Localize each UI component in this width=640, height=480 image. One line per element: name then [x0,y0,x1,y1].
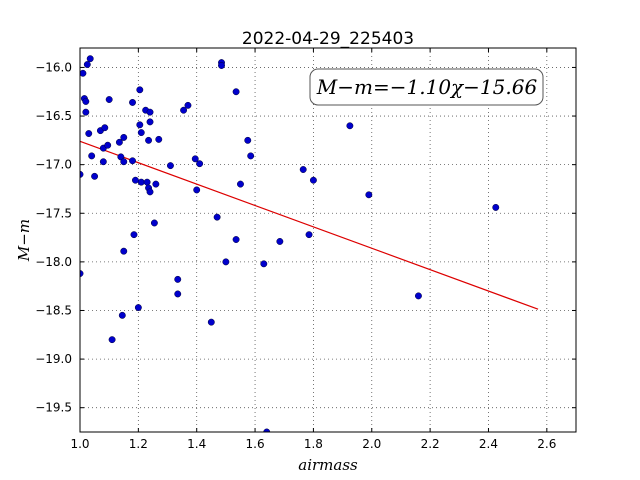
data-point [85,130,93,137]
data-point [82,98,90,105]
x-tick-label: 1.6 [246,437,265,451]
y-tick-label: −16.0 [35,60,72,74]
data-point [346,122,354,130]
data-point [82,108,90,116]
data-point [232,236,240,243]
fit-line [79,140,539,310]
x-tick-label: 2.6 [537,437,556,451]
fit-equation-frame [309,68,544,106]
axis-ticks [79,48,576,432]
y-tick-label: −17.0 [35,158,72,172]
y-tick-label: −19.0 [35,352,72,366]
data-point [166,162,174,170]
x-tick-label: 1.0 [70,437,89,451]
data-point [146,118,154,126]
data-point [237,180,244,188]
data-point [99,158,107,166]
data-point [365,191,373,199]
x-tick-label: 2.4 [479,437,498,451]
data-point [137,178,145,186]
data-point [101,124,109,132]
data-point [244,136,252,144]
y-tick-label: −18.5 [35,303,72,317]
data-point [193,186,201,194]
data-point [146,188,154,196]
data-point [174,290,182,298]
data-point [309,176,317,184]
grid [80,48,576,432]
data-point [120,158,128,166]
data-point [136,121,144,129]
data-point [146,108,154,116]
data-point [152,180,160,188]
x-axis-label: airmass [298,456,358,474]
data-point [83,61,91,68]
data-point [174,275,182,283]
data-point [196,160,204,168]
data-point [136,86,144,94]
data-point [131,176,139,184]
data-point [130,231,138,239]
data-point [137,129,145,137]
data-point [299,166,307,173]
chart-title: 2022-04-29_225403 [242,29,414,49]
data-point [145,136,153,144]
y-axis-label: M−m [15,219,33,262]
data-point [118,311,126,319]
x-tick-label: 1.4 [187,437,206,451]
data-point [218,62,225,69]
data-point [115,138,123,146]
data-point [492,203,500,211]
y-tick-labels: −16.0 −16.5 −17.0 −17.5 −18.0 −18.5 −19.0 −19.5 [35,60,72,414]
data-point [414,292,422,300]
y-tick-label: −16.5 [35,109,72,123]
data-points [80,55,500,432]
data-point [305,231,313,239]
data-point [120,247,128,255]
data-point [143,178,151,186]
data-point [80,69,87,77]
data-point [155,135,163,143]
x-tick-labels: 1.0 1.2 1.4 1.6 1.8 2.0 2.2 2.4 2.6 [70,437,556,451]
data-point [184,101,192,109]
data-point [150,219,158,227]
data-point [120,133,128,141]
fit-line-layer [79,140,539,310]
plot-frame [79,47,577,433]
data-point [104,141,112,149]
data-point [222,258,230,266]
data-point [213,213,221,221]
x-tick-label: 1.2 [129,437,148,451]
x-tick-label: 2.0 [362,437,381,451]
data-point [260,260,268,268]
data-point [207,318,215,326]
data-point [180,106,188,114]
data-point [88,152,96,160]
y-tick-label: −18.0 [35,255,72,269]
data-point [91,172,99,180]
fit-equation-box: M−m=−1.10χ−15.66 [309,68,544,106]
data-point [191,155,199,163]
x-tick-label: 1.8 [304,437,323,451]
data-point [232,88,240,96]
data-point [86,55,94,63]
data-point [129,98,136,106]
data-point [276,238,284,245]
y-tick-label: −19.5 [35,401,72,415]
fit-equation-text: M−m=−1.10χ−15.66 [316,75,538,99]
y-tick-label: −17.5 [35,206,72,220]
data-point [247,152,255,160]
data-point [105,96,113,103]
data-point [134,304,142,312]
data-point [108,336,116,344]
x-tick-label: 2.2 [421,437,440,451]
data-point [129,157,136,165]
